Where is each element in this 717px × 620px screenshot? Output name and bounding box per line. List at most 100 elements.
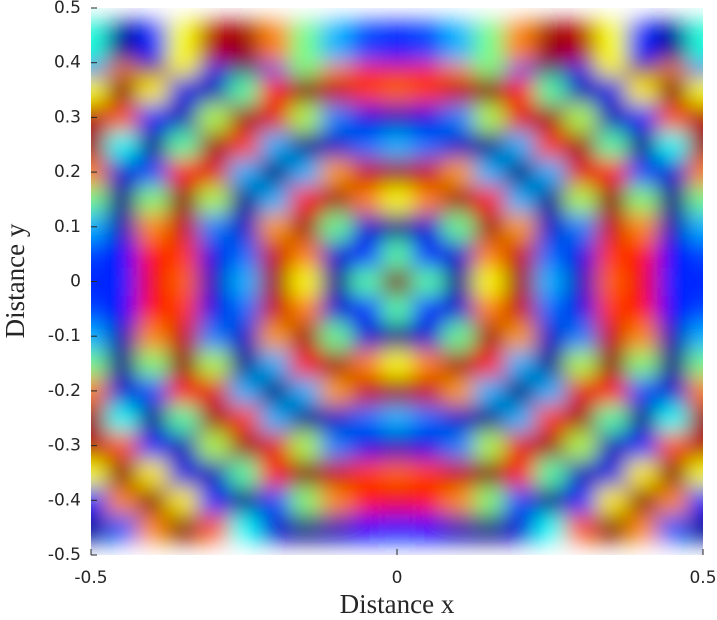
heatmap-cell [412,404,444,433]
heatmap-cell [320,295,352,324]
y-tick-label: -0.3 [48,436,81,456]
heatmap-cell [442,185,474,214]
heatmap-cell [657,377,689,406]
heatmap-cell [289,185,321,214]
heatmap-cell [412,431,444,460]
heatmap-cell [136,486,168,515]
heatmap-cell [289,76,321,105]
heatmap-cell [289,486,321,515]
heatmap-cell [687,404,703,433]
heatmap-cell [473,431,505,460]
heatmap-cell [657,404,689,433]
heatmap-cell [106,513,138,542]
heatmap-cell [595,322,627,351]
heatmap-cell [259,185,291,214]
heatmap-cell [381,158,413,187]
heatmap-cell [228,349,260,378]
heatmap-cell [167,158,199,187]
heatmap-cell [167,486,199,515]
heatmap-cell [626,267,658,296]
heatmap-cell [167,349,199,378]
heatmap-cell [351,76,383,105]
heatmap-cell [167,185,199,214]
heatmap-cell [259,377,291,406]
x-tick-label: -0.5 [74,568,107,588]
heatmap-cell [657,295,689,324]
heatmap-cell [595,431,627,460]
heatmap-cell [626,322,658,351]
heatmap-cell [289,21,321,64]
heatmap-cell [534,486,566,515]
heatmap-cell [167,131,199,159]
heatmap-cell [167,377,199,406]
heatmap-cell [320,21,352,64]
heatmap-cell [228,404,260,433]
y-tick-label: -0.2 [48,381,81,401]
heatmap-cell [381,377,413,406]
heatmap-cell [381,76,413,105]
heatmap-cell [626,131,658,159]
heatmap-cell [320,377,352,406]
heatmap-cell [351,103,383,132]
x-axis-label: Distance x [340,589,455,619]
heatmap-cell [351,513,383,542]
heatmap-cell [198,131,230,159]
heatmap-cell [657,103,689,132]
heatmap-cell [106,377,138,406]
heatmap-cell [106,404,138,433]
heatmap-cell [595,21,627,64]
heatmap-cell [687,486,703,515]
heatmap-cell [473,322,505,351]
heatmap-cell [657,158,689,187]
heatmap-cell [381,404,413,433]
heatmap-cell [381,267,413,296]
heatmap-cell [657,322,689,351]
heatmap-cell [259,486,291,515]
heatmap-cell [106,295,138,324]
heatmap-cell [687,322,703,351]
heatmap-cell [381,295,413,324]
heatmap-cell [198,240,230,269]
heatmap-cell [289,377,321,406]
heatmap-cell [473,404,505,433]
heatmap-cell [626,21,658,64]
heatmap-cell [412,349,444,378]
heatmap-cell [442,459,474,488]
heatmap-cell [473,76,505,105]
heatmap-cell [228,131,260,159]
heatmap-cell [626,103,658,132]
heatmap-cell [167,459,199,488]
heatmap-cell [228,103,260,132]
heatmap-cell [442,131,474,159]
heatmap-cell [687,213,703,241]
heatmap-cell [289,322,321,351]
heatmap-cell [626,240,658,269]
heatmap-cell [504,21,536,64]
heatmap-cell [687,158,703,187]
heatmap-cell [442,213,474,241]
heatmap-cell [259,513,291,542]
heatmap-cell [136,158,168,187]
heatmap-cell [626,76,658,105]
heatmap-cell [657,185,689,214]
heatmap-cell [595,459,627,488]
heatmap-cell [473,513,505,542]
heatmap-cell [534,295,566,324]
heatmap-cell [228,322,260,351]
heatmap-cell [351,21,383,64]
heatmap-cell [626,185,658,214]
heatmap-cell [595,185,627,214]
heatmap-cell [504,185,536,214]
heatmap-cell [565,486,597,515]
heatmap-cell [565,240,597,269]
heatmap-cell [91,322,107,351]
heatmap-cell [442,404,474,433]
heatmap-cell [473,185,505,214]
heatmap-cell [136,240,168,269]
heatmap-cell [91,295,107,324]
heatmap-cell [198,76,230,105]
heatmap-cell [687,21,703,64]
heatmap-cell [473,240,505,269]
heatmap-cell [259,459,291,488]
heatmap-cell [259,103,291,132]
